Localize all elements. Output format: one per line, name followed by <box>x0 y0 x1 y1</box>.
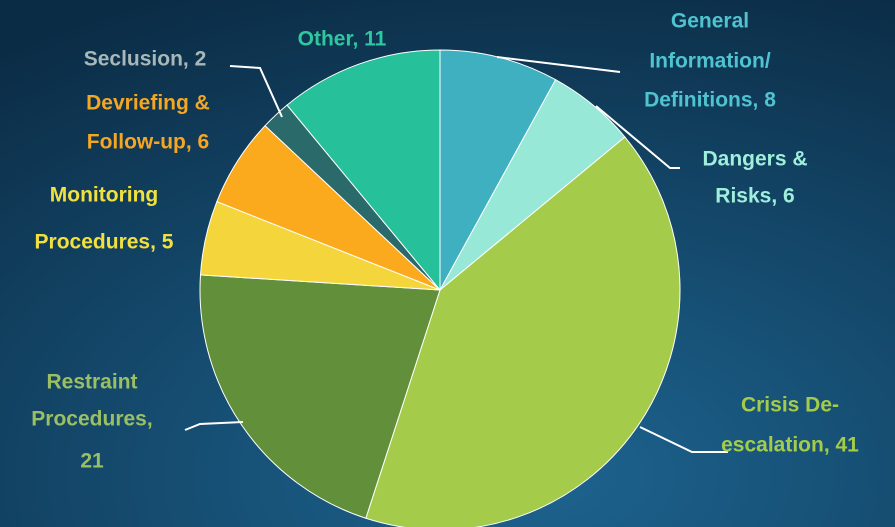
leader-line <box>639 426 728 453</box>
data-label: Dangers & <box>702 148 807 171</box>
data-label: Procedures, 5 <box>35 231 174 254</box>
pie-slice <box>286 49 441 292</box>
data-label: Definitions, 8 <box>644 89 776 112</box>
leader-lines <box>184 56 728 453</box>
data-label: 21 <box>80 450 104 473</box>
data-label: escalation, 41 <box>721 434 859 457</box>
data-labels: General Information/Definitions, 8 Dangers… <box>31 10 859 473</box>
data-label: Restraint <box>46 371 137 394</box>
data-label: Devriefing & <box>86 92 210 115</box>
data-label: Other, 11 <box>298 28 387 51</box>
pie <box>199 49 681 527</box>
data-label: Risks, 6 <box>715 185 794 208</box>
data-label: Follow-up, 6 <box>87 131 209 154</box>
pie-slice <box>199 274 441 519</box>
data-label: Crisis De- <box>741 394 839 417</box>
leader-line <box>184 421 244 431</box>
data-label: Procedures, <box>31 408 152 431</box>
pie-slice <box>365 136 681 527</box>
data-label: Monitoring <box>50 184 158 207</box>
data-label: Seclusion, 2 <box>84 48 207 71</box>
leader-line <box>496 56 621 73</box>
leader-line <box>229 65 283 118</box>
data-label: General <box>671 10 749 33</box>
data-label: Information/ <box>649 50 770 73</box>
leader-line <box>595 105 680 169</box>
